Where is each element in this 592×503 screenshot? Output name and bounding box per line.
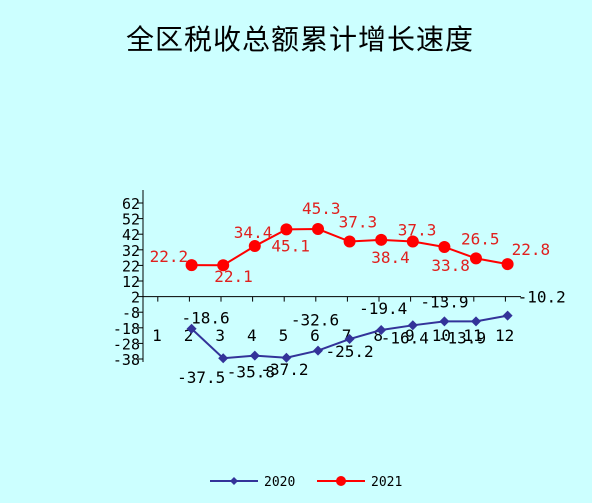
series-2021-data-label: 34.4 — [234, 223, 273, 242]
series-2020-data-label: -10.2 — [518, 288, 566, 307]
y-tick-label: -8 — [122, 304, 140, 322]
x-tick-label: 10 — [432, 326, 451, 345]
y-tick-label: 62 — [122, 195, 140, 213]
legend-2020-marker — [230, 477, 238, 485]
y-tick-label: 22 — [122, 257, 140, 275]
x-tick-label: 11 — [463, 326, 482, 345]
series-2021-point — [375, 233, 388, 246]
x-tick-label: 2 — [184, 326, 194, 345]
series-2020-point — [186, 323, 197, 334]
series-2021-data-label: 37.3 — [339, 213, 378, 232]
series-2021-point — [312, 223, 324, 236]
x-tick-label: 1 — [152, 326, 162, 345]
legend-2021-label: 2021 — [371, 475, 402, 490]
series-2021-data-label: 45.1 — [271, 236, 310, 255]
series-2021-data-label: 33.8 — [431, 256, 470, 275]
series-2021-data-label: 37.3 — [398, 221, 437, 240]
series-2020-data-label: -37.2 — [260, 360, 308, 379]
series-2020-data-label: -16.4 — [381, 328, 429, 347]
x-tick-label: 9 — [405, 326, 415, 345]
series-2021-data-label: 22.8 — [512, 240, 551, 259]
y-tick-label: -18 — [113, 320, 140, 338]
y-tick-label: 2 — [131, 289, 140, 307]
x-tick-label: 12 — [495, 326, 514, 345]
series-2020-point — [281, 352, 292, 363]
series-2020-data-label: -18.6 — [182, 309, 230, 328]
series-2020-point — [502, 310, 513, 321]
series-2020-point — [313, 345, 323, 356]
series-2020-point — [376, 324, 387, 335]
y-tick-label: 32 — [122, 242, 140, 260]
x-tick-label: 5 — [279, 326, 289, 345]
series-2020-point — [407, 320, 418, 331]
y-tick-label: 42 — [122, 226, 140, 244]
y-tick-label: -38 — [113, 351, 140, 369]
series-2020-point — [344, 334, 355, 345]
series-2021-point — [280, 223, 293, 236]
series-2020-data-label: -37.5 — [177, 368, 225, 387]
x-tick-label: 4 — [247, 326, 257, 345]
x-tick-label: 6 — [310, 326, 320, 345]
x-tick-label: 3 — [215, 326, 225, 345]
series-2021-point — [438, 240, 451, 253]
series-2021-point — [406, 235, 419, 248]
series-2021-point — [470, 252, 482, 265]
series-2020-data-label: -13.9 — [438, 328, 486, 347]
series-2021-point — [248, 240, 261, 253]
series-2020-data-label: -13.9 — [420, 292, 468, 311]
series-2020-data-label: -25.2 — [326, 342, 374, 361]
series-2020-data-label: -32.6 — [291, 311, 339, 330]
x-tick-label: 8 — [373, 326, 383, 345]
series-2020-point — [249, 350, 260, 361]
series-2021-data-label: 22.1 — [214, 267, 253, 286]
legend-2020-label: 2020 — [264, 475, 295, 490]
series-2020-point — [439, 316, 450, 327]
series-2021-data-label: 26.5 — [461, 229, 500, 248]
y-tick-label: 52 — [122, 211, 140, 229]
series-2021-point — [343, 235, 356, 248]
series-2021-data-label: 38.4 — [371, 248, 410, 267]
y-tick-label: -28 — [113, 335, 140, 353]
series-2020-point — [218, 353, 229, 364]
series-2021-data-label: 45.3 — [302, 199, 341, 218]
series-2021-point — [185, 259, 198, 272]
series-2020-data-label: -19.4 — [359, 299, 407, 318]
y-tick-label: 12 — [122, 273, 140, 291]
series-2021-point — [501, 258, 514, 271]
series-2021-point — [217, 259, 230, 272]
series-2020-point — [471, 316, 481, 327]
series-2021-data-label: 22.2 — [150, 247, 189, 266]
chart-title: 全区税收总额累计增长速度 — [125, 23, 474, 56]
series-2020-data-label: -35.8 — [227, 363, 275, 382]
legend-2021-marker — [336, 476, 346, 486]
x-tick-label: 7 — [342, 326, 352, 345]
